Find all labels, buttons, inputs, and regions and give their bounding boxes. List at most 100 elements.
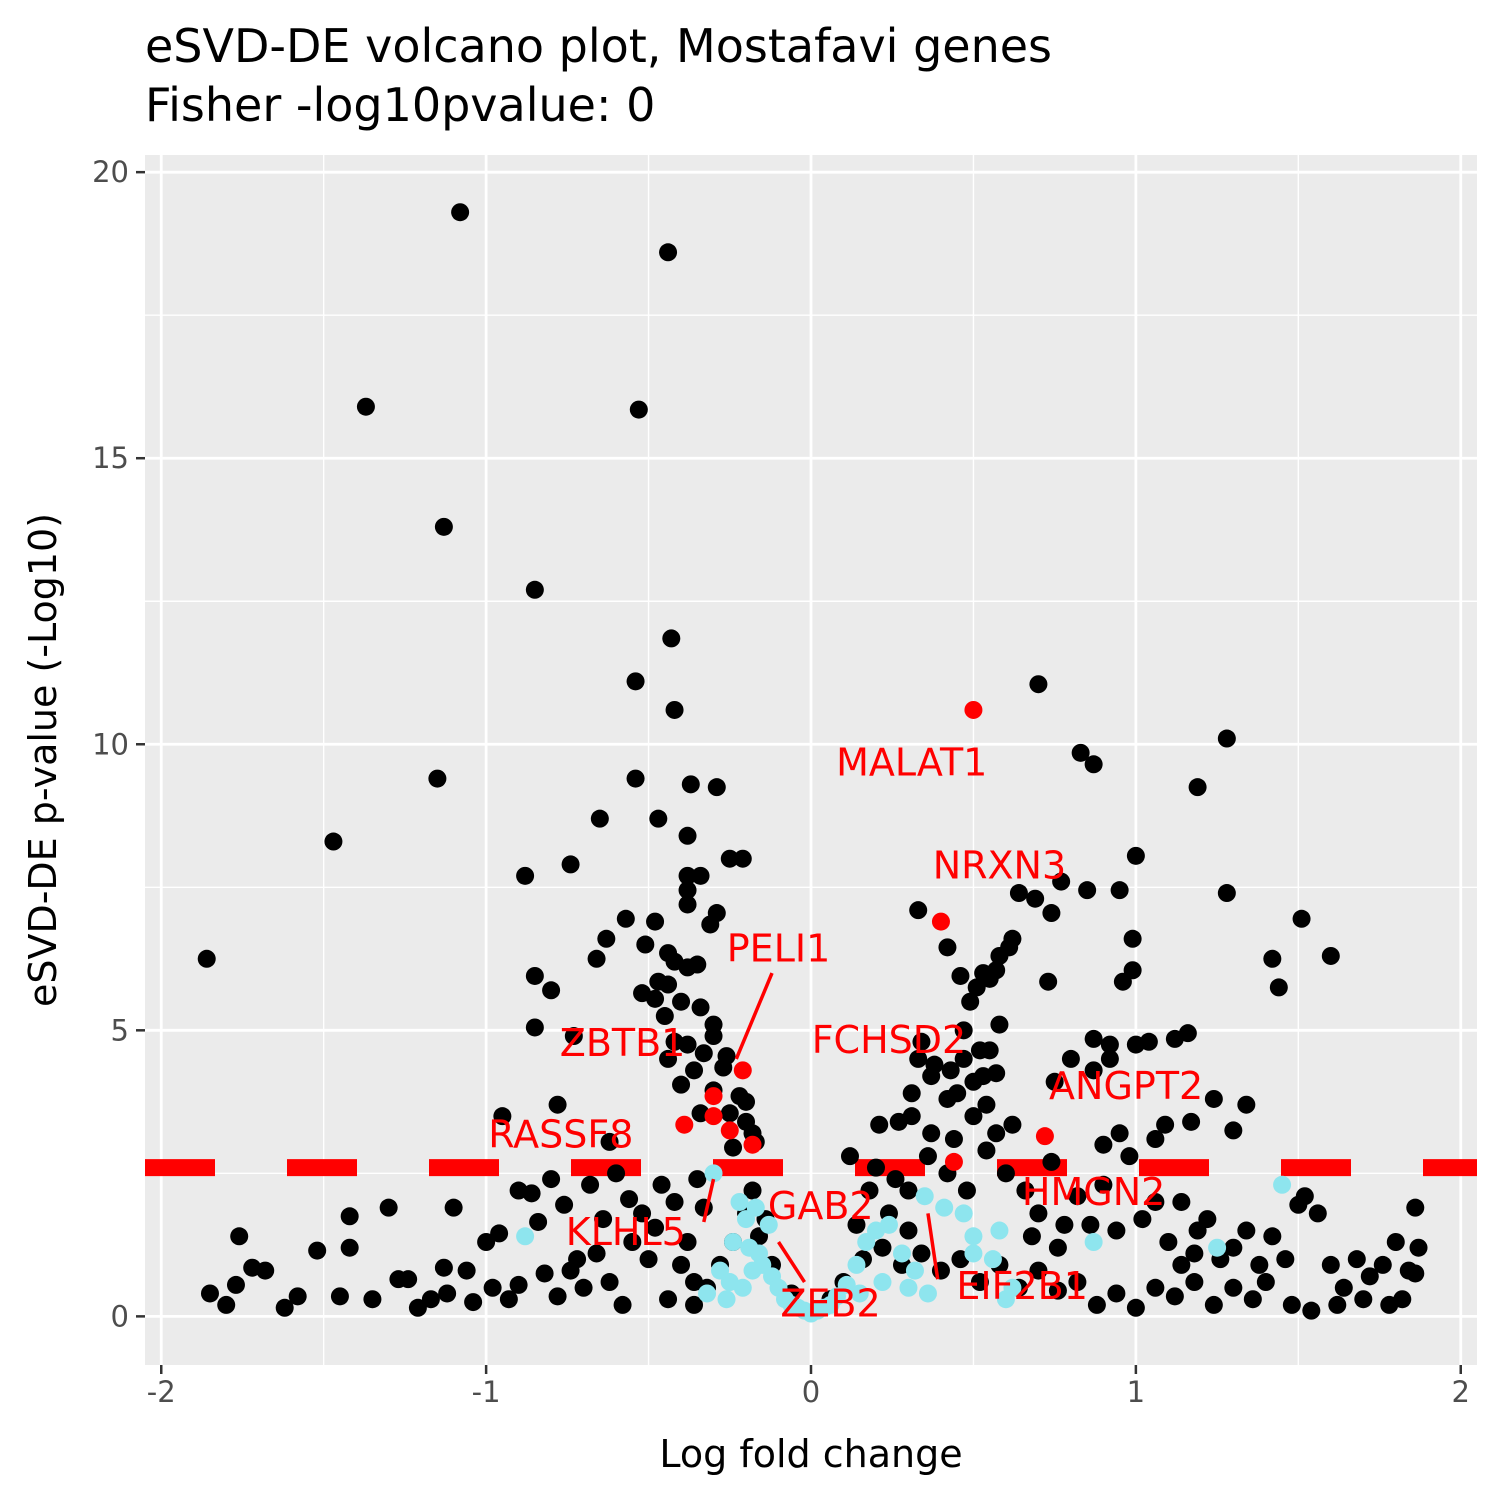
point-highlighted-genes	[704, 1087, 723, 1106]
point-other-genes	[840, 1147, 859, 1166]
point-other-genes	[685, 1295, 704, 1314]
point-other-genes	[200, 1284, 219, 1303]
point-other-genes	[977, 1141, 996, 1160]
point-other-genes	[902, 1084, 921, 1103]
point-other-genes	[987, 961, 1006, 980]
point-other-genes	[1409, 1238, 1428, 1257]
point-reference-genes	[964, 1244, 983, 1263]
gene-label-fchsd2: FCHSD2	[812, 1018, 967, 1062]
point-other-genes	[197, 949, 216, 968]
point-other-genes	[951, 966, 970, 985]
x-tick-label: 1	[1127, 1375, 1145, 1409]
point-other-genes	[561, 1261, 580, 1280]
point-other-genes	[438, 1284, 457, 1303]
point-reference-genes	[905, 1261, 924, 1280]
point-other-genes	[847, 1215, 866, 1234]
point-other-genes	[451, 203, 470, 222]
point-other-genes	[1165, 1287, 1184, 1306]
point-other-genes	[909, 901, 928, 920]
point-other-genes	[672, 992, 691, 1011]
point-other-genes	[1204, 1089, 1223, 1108]
point-other-genes	[646, 989, 665, 1008]
point-other-genes	[587, 949, 606, 968]
point-other-genes	[909, 1049, 928, 1068]
point-other-genes	[516, 866, 535, 885]
point-other-genes	[860, 1181, 879, 1200]
point-other-genes	[587, 1244, 606, 1263]
point-other-genes	[555, 1195, 574, 1214]
x-tick-label: -1	[472, 1375, 501, 1409]
point-other-genes	[1029, 675, 1048, 694]
point-other-genes	[1250, 1255, 1269, 1274]
point-other-genes	[1029, 1204, 1048, 1223]
point-other-genes	[678, 866, 697, 885]
point-other-genes	[1334, 1278, 1353, 1297]
point-reference-genes	[1084, 1232, 1103, 1251]
point-other-genes	[1016, 1181, 1035, 1200]
point-other-genes	[678, 1035, 697, 1054]
point-other-genes	[886, 1170, 905, 1189]
point-other-genes	[1126, 1298, 1145, 1317]
point-other-genes	[561, 855, 580, 874]
point-other-genes	[464, 1293, 483, 1312]
point-other-genes	[996, 1164, 1015, 1183]
point-other-genes	[564, 1027, 583, 1046]
point-other-genes	[665, 1192, 684, 1211]
point-other-genes	[1146, 1278, 1165, 1297]
point-other-genes	[1084, 755, 1103, 774]
point-other-genes	[1354, 1290, 1373, 1309]
point-other-genes	[434, 517, 453, 536]
point-reference-genes	[964, 1227, 983, 1246]
point-other-genes	[399, 1270, 418, 1289]
point-other-genes	[691, 998, 710, 1017]
point-highlighted-genes	[704, 1107, 723, 1126]
point-other-genes	[1100, 1049, 1119, 1068]
point-other-genes	[1406, 1264, 1425, 1283]
point-other-genes	[1133, 1210, 1152, 1229]
point-other-genes	[1003, 929, 1022, 948]
point-other-genes	[970, 1273, 989, 1292]
gene-label-gab2: GAB2	[768, 1184, 874, 1228]
point-other-genes	[607, 1164, 626, 1183]
point-other-genes	[574, 1278, 593, 1297]
point-other-genes	[542, 1170, 561, 1189]
point-other-genes	[1156, 1115, 1175, 1134]
point-other-genes	[525, 966, 544, 985]
gene-label-zbtb1: ZBTB1	[560, 1021, 686, 1065]
point-other-genes	[363, 1290, 382, 1309]
point-reference-genes	[850, 1284, 869, 1303]
point-reference-genes	[935, 1198, 954, 1217]
point-other-genes	[659, 1290, 678, 1309]
point-other-genes	[1328, 1295, 1347, 1314]
point-other-genes	[714, 1058, 733, 1077]
point-other-genes	[633, 1204, 652, 1223]
point-other-genes	[912, 1032, 931, 1051]
point-other-genes	[655, 1007, 674, 1026]
point-reference-genes	[847, 1255, 866, 1274]
point-reference-genes	[990, 1221, 1009, 1240]
point-other-genes	[659, 243, 678, 262]
point-other-genes	[616, 909, 635, 928]
point-other-genes	[330, 1287, 349, 1306]
point-other-genes	[899, 1221, 918, 1240]
point-other-genes	[954, 1021, 973, 1040]
point-other-genes	[620, 1190, 639, 1209]
point-reference-genes	[1273, 1175, 1292, 1194]
point-other-genes	[1048, 1281, 1067, 1300]
point-other-genes	[1224, 1278, 1243, 1297]
point-other-genes	[1321, 1255, 1340, 1274]
point-other-genes	[1188, 1221, 1207, 1240]
point-other-genes	[649, 809, 668, 828]
point-other-genes	[672, 1255, 691, 1274]
point-other-genes	[1026, 889, 1045, 908]
point-other-genes	[1084, 1061, 1103, 1080]
point-other-genes	[1084, 1029, 1103, 1048]
point-other-genes	[483, 1278, 502, 1297]
point-reference-genes	[873, 1273, 892, 1292]
point-other-genes	[626, 672, 645, 691]
point-other-genes	[704, 1027, 723, 1046]
point-other-genes	[1087, 1295, 1106, 1314]
gene-label-rassf8: RASSF8	[488, 1113, 633, 1157]
